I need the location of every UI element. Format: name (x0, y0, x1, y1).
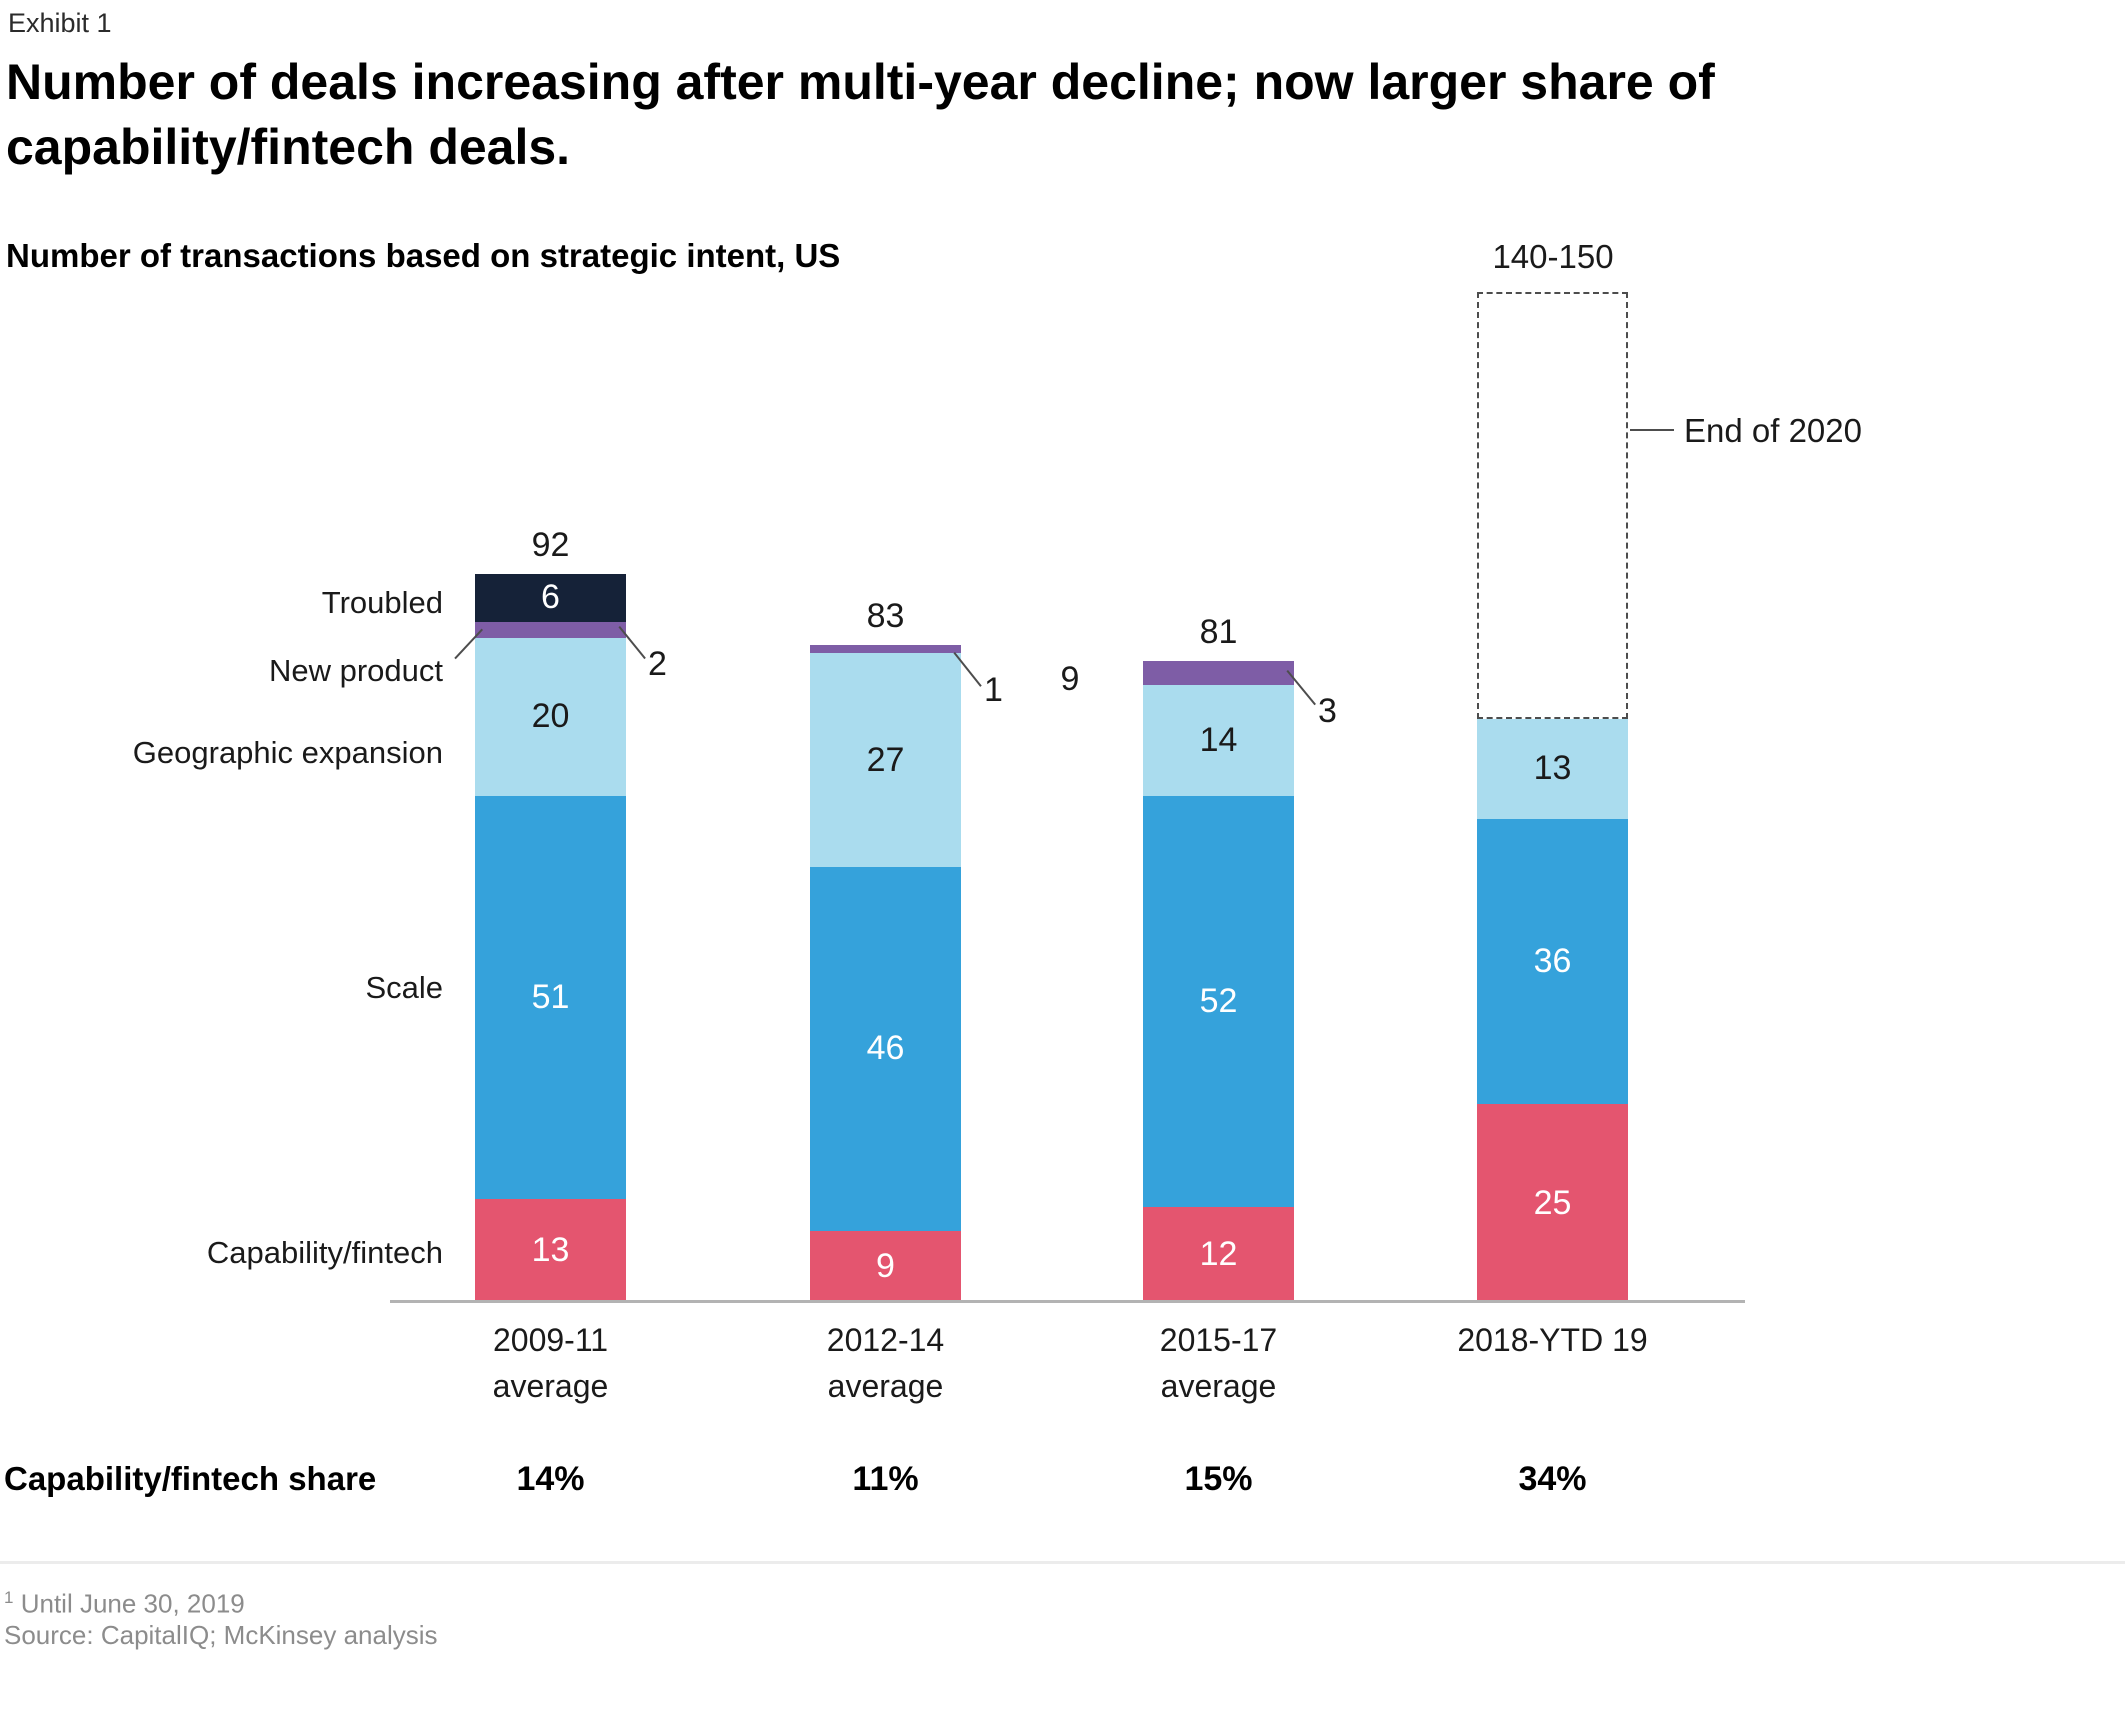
x-axis-baseline (390, 1300, 1745, 1303)
footnote-block: 1 Until June 30, 2019 Source: CapitalIQ;… (4, 1582, 438, 1651)
legend-label-geographic-expansion: Geographic expansion (132, 735, 443, 770)
segment-value-label: 27 (866, 740, 905, 779)
legend-label-new-product: New product (268, 653, 443, 688)
legend-label-troubled: Troubled (321, 585, 443, 620)
projection-dashed-box (1477, 292, 1628, 719)
new-product-value-label: 3 (1318, 692, 1337, 730)
segment-value-label: 36 (1533, 942, 1572, 981)
floating-nine-label: 9 (1060, 660, 1080, 698)
bar-segment-new-product (475, 621, 626, 638)
end-of-2020-annotation: End of 2020 (1684, 412, 1862, 449)
end-of-2020-connector-line (1630, 429, 1674, 431)
segment-value-label: 13 (1533, 748, 1572, 787)
share-value: 14% (516, 1460, 585, 1498)
page-title: Number of deals increasing after multi-y… (6, 50, 1886, 180)
bar-segment-capability-fintech: 12 (1143, 1207, 1294, 1302)
bar-segment-capability-fintech: 25 (1477, 1104, 1628, 1302)
bar-segment-new-product (810, 645, 961, 654)
segment-value-label: 25 (1533, 1183, 1572, 1222)
bar-total-label: 83 (866, 597, 905, 636)
chart-subtitle: Number of transactions based on strategi… (6, 237, 841, 274)
segment-value-label: 6 (541, 578, 560, 617)
bar-segment-scale: 36 (1477, 819, 1628, 1105)
share-value: 15% (1184, 1460, 1253, 1498)
bar-segment-geographic-expansion: 20 (475, 637, 626, 796)
bar-segment-scale: 51 (475, 795, 626, 1200)
bar-segment-troubled: 6 (475, 574, 626, 622)
footnote-line2: Source: CapitalIQ; McKinsey analysis (4, 1619, 438, 1650)
segment-value-label: 9 (876, 1246, 895, 1285)
footnote-line1: 1 Until June 30, 2019 (4, 1582, 438, 1620)
footnote-superscript: 1 (4, 1588, 14, 1607)
segment-value-label: 46 (866, 1029, 905, 1068)
legend-label-capability-fintech: Capability/fintech (206, 1235, 443, 1270)
footer-separator-line (0, 1561, 2125, 1564)
bar-segment-capability-fintech: 9 (810, 1230, 961, 1302)
share-value: 34% (1518, 1460, 1587, 1498)
segment-value-label: 51 (531, 977, 570, 1016)
category-label-line2: average (827, 1368, 944, 1404)
segment-value-label: 14 (1199, 720, 1238, 759)
segment-value-label: 20 (531, 697, 570, 736)
category-label: 2018-YTD 19 (1457, 1322, 1648, 1358)
share-value: 11% (852, 1460, 919, 1498)
projection-range-label: 140-150 (1492, 238, 1614, 275)
bar-total-label: 81 (1199, 613, 1238, 652)
segment-value-label: 13 (531, 1231, 570, 1270)
bar-segment-geographic-expansion: 27 (810, 653, 961, 867)
bar-segment-scale: 52 (1143, 795, 1294, 1208)
bar-segment-capability-fintech: 13 (475, 1199, 626, 1302)
page-title-line2: capability/fintech deals. (6, 119, 571, 175)
bar-segment-scale: 46 (810, 866, 961, 1231)
category-label-line2: average (492, 1368, 609, 1404)
segment-value-label: 12 (1199, 1235, 1238, 1274)
segment-value-label: 52 (1199, 981, 1238, 1020)
page-title-line1: Number of deals increasing after multi-y… (6, 54, 1715, 110)
bar-segment-new-product (1143, 661, 1294, 685)
new-product-value-label: 1 (984, 671, 1003, 709)
category-label: 2012-14 (826, 1322, 945, 1358)
bar-segment-geographic-expansion: 13 (1477, 716, 1628, 820)
category-label: 2009-11 (492, 1322, 609, 1358)
share-row-label: Capability/fintech share (4, 1460, 377, 1497)
category-label-line2: average (1160, 1368, 1277, 1404)
footnote-line1-text: Until June 30, 2019 (20, 1588, 245, 1619)
exhibit-number-label: Exhibit 1 (8, 8, 112, 38)
new-product-value-label: 2 (648, 645, 667, 683)
category-label: 2015-17 (1159, 1322, 1278, 1358)
bar-total-label: 92 (531, 526, 570, 565)
bar-segment-geographic-expansion: 14 (1143, 685, 1294, 796)
legend-label-scale: Scale (365, 970, 443, 1005)
